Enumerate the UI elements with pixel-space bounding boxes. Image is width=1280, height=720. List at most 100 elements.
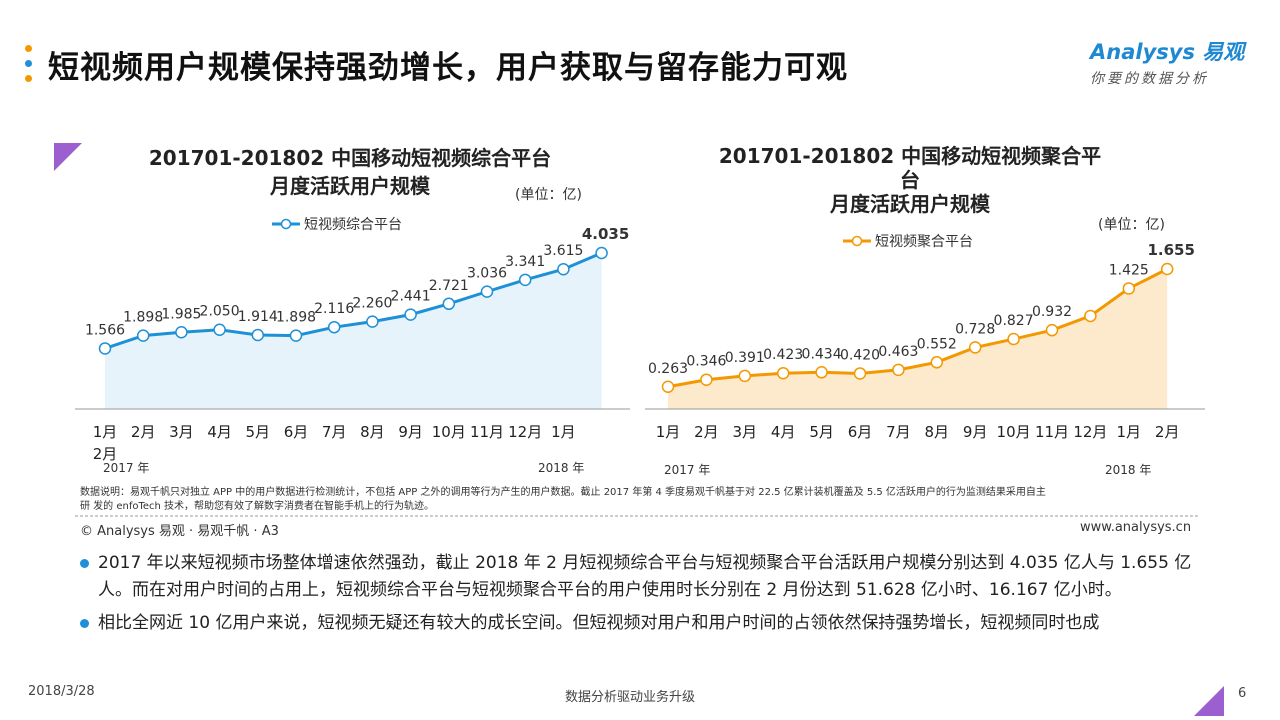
data-point (327, 320, 341, 334)
data-point (480, 285, 494, 298)
data-label: 1.985 (161, 306, 201, 322)
data-point (1160, 262, 1174, 276)
website-link[interactable]: www.analysys.cn (1080, 520, 1192, 535)
data-label: 3.341 (505, 254, 545, 270)
x-tick-label: 1月 (93, 423, 118, 441)
x-tick-label: 2月 (694, 423, 719, 441)
data-note-line2: 研 发的 enfoTech 技术，帮助您有效了解数字消费者在智能手机上的行为轨迹… (80, 501, 435, 512)
data-point (175, 326, 188, 339)
chart1-legend: 短视频综合平台 (272, 214, 402, 234)
data-point (289, 329, 303, 342)
bullet-list: 2017 年以来短视频市场整体增速依然强劲，截止 2018 年 2 月短视频综合… (78, 550, 1218, 637)
x-tick-label: 12月 (1073, 423, 1107, 441)
data-point (442, 297, 456, 311)
chart2-title-line1b: 台 (900, 168, 920, 192)
bullet-item: 2017 年以来短视频市场整体增速依然强劲，截止 2018 年 2 月短视频综合… (78, 550, 1218, 604)
data-label: 0.827 (994, 313, 1034, 329)
chart1-title-line2: 月度活跃用户规模 (270, 174, 430, 198)
x-tick-label: 12月 (508, 423, 542, 441)
data-point (853, 367, 867, 380)
data-label: 1.425 (1109, 262, 1149, 278)
data-point (518, 273, 532, 287)
x-tick-label: 1月 (656, 423, 681, 441)
legend-label: 短视频综合平台 (304, 217, 402, 233)
copyright: © Analysys 易观 · 易观千帆 · A3 (80, 524, 279, 539)
data-label: 2.721 (429, 278, 469, 294)
x-tick-label: 9月 (398, 423, 423, 441)
data-note: 数据说明：易观千帆只对独立 APP 中的用户数据进行检测统计，不包括 APP 之… (80, 486, 1220, 514)
legend-marker (843, 235, 871, 247)
data-point (1084, 309, 1097, 323)
x-tick-label: 5月 (809, 423, 834, 441)
data-label: 0.263 (648, 361, 688, 377)
data-label: 0.391 (725, 350, 765, 366)
chart2-title-line1: 201701-201802 中国移动短视频聚合平 (718, 144, 1102, 168)
title-dot (25, 75, 32, 82)
data-label: 2.050 (200, 304, 240, 320)
data-label: 2.441 (391, 289, 431, 305)
year-label: 2018 年 (1105, 463, 1151, 477)
data-point (930, 356, 944, 369)
data-label: 1.898 (276, 310, 316, 326)
data-point (700, 373, 713, 386)
data-label: 0.728 (955, 321, 995, 337)
x-tick-label: 8月 (925, 423, 950, 441)
logo-tagline: 你要的数据分析 (1090, 71, 1209, 87)
chart2-title: 201701-201802 中国移动短视频聚合平 台 月度活跃用户规模 (660, 144, 1160, 216)
x-tick-label: 10月 (997, 423, 1031, 441)
footer-center: 数据分析驱动业务升级 (565, 690, 696, 705)
title-dot (25, 45, 32, 52)
x-tick-label: 4月 (771, 423, 796, 441)
data-label: 0.346 (686, 354, 726, 370)
chart1-area (105, 253, 602, 409)
data-label: 2.260 (352, 296, 392, 312)
chart1-title-line1: 201701-201802 中国移动短视频综合平台 (148, 146, 552, 170)
chart2-line (667, 267, 1168, 389)
data-label: 0.463 (878, 344, 918, 360)
x-tick-label: 8月 (360, 423, 385, 441)
year-label: 2017 年 (664, 463, 710, 477)
data-point (1045, 323, 1059, 337)
x-tick-label: 4月 (207, 423, 232, 441)
data-label: 3.036 (467, 266, 507, 282)
data-note-line1: 数据说明：易观千帆只对独立 APP 中的用户数据进行检测统计，不包括 APP 之… (80, 487, 1046, 498)
data-point (136, 329, 150, 342)
chart1-title: 201701-201802 中国移动短视频综合平台 月度活跃用户规模 (100, 144, 600, 200)
x-tick-label: 2月 (93, 445, 118, 463)
legend-label: 短视频聚合平台 (875, 234, 973, 250)
data-label: 1.898 (123, 310, 163, 326)
data-label: 2.116 (314, 301, 354, 317)
data-label: 4.035 (582, 225, 629, 243)
chart2-title-line2: 月度活跃用户规模 (830, 192, 990, 216)
x-tick-label: 1月 (551, 423, 576, 441)
data-point (366, 315, 379, 328)
data-point (98, 342, 112, 355)
page-number: 6 (1238, 686, 1247, 701)
analysys-logo: Analysys 易观 你要的数据分析 (1090, 36, 1260, 88)
data-point (776, 366, 790, 380)
x-tick-label: 2月 (1155, 423, 1180, 441)
year-label: 2018 年 (538, 461, 584, 475)
chart2-unit: (单位：亿) (1098, 217, 1165, 233)
x-tick-label: 3月 (169, 423, 194, 441)
data-label: 0.434 (802, 346, 842, 362)
data-point (213, 323, 226, 336)
x-tick-label: 2月 (131, 423, 156, 441)
x-tick-label: 9月 (963, 423, 988, 441)
page-title: 短视频用户规模保持强劲增长，用户获取与留存能力可观 (48, 50, 848, 86)
data-label: 0.423 (763, 347, 803, 363)
year-label: 2017 年 (103, 461, 149, 475)
data-label: 1.566 (85, 322, 125, 338)
footer-date: 2018/3/28 (28, 684, 95, 699)
data-label: 3.615 (543, 243, 583, 259)
x-tick-label: 7月 (886, 423, 911, 441)
data-point (968, 341, 982, 354)
data-point (1122, 282, 1136, 295)
data-point (738, 369, 752, 383)
x-tick-label: 6月 (848, 423, 873, 441)
chart1-unit: (单位：亿) (515, 187, 582, 203)
x-tick-label: 1月 (1117, 423, 1142, 441)
x-tick-label: 10月 (432, 423, 466, 441)
